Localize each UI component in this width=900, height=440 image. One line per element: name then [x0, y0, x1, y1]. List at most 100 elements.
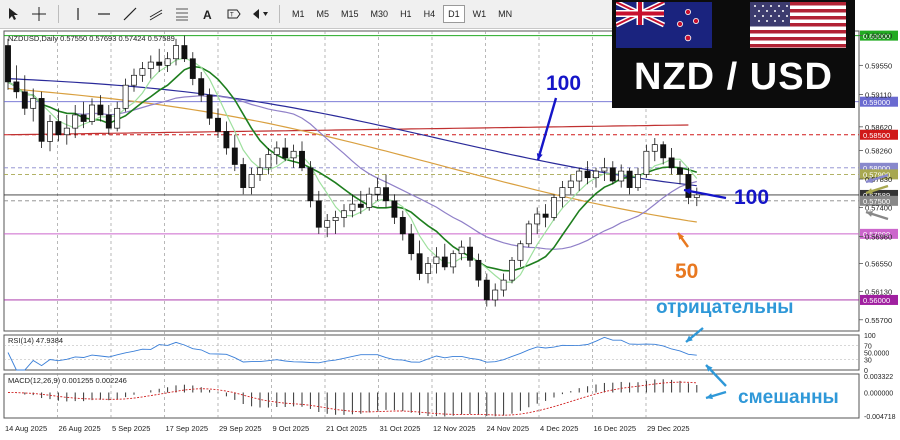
- candle-body[interactable]: [315, 200, 322, 228]
- candle-body[interactable]: [173, 45, 179, 60]
- candle-body[interactable]: [248, 174, 255, 188]
- candle-body[interactable]: [240, 164, 247, 188]
- candle-body[interactable]: [164, 58, 171, 66]
- text-icon[interactable]: A: [197, 3, 219, 25]
- candle-body[interactable]: [467, 246, 473, 261]
- candle-body[interactable]: [257, 167, 263, 175]
- candle-body[interactable]: [357, 203, 364, 208]
- timeframe-m1[interactable]: M1: [292, 9, 305, 19]
- fibonacci-icon[interactable]: [171, 3, 193, 25]
- candle-body[interactable]: [63, 127, 70, 136]
- candle-body[interactable]: [139, 68, 146, 76]
- arrow-shapes-icon[interactable]: [249, 3, 271, 25]
- candle-body[interactable]: [131, 74, 137, 86]
- candle-body[interactable]: [374, 187, 381, 195]
- candle-body[interactable]: [576, 170, 583, 182]
- candle-body[interactable]: [114, 107, 121, 129]
- candle-body[interactable]: [399, 216, 406, 235]
- candle-body[interactable]: [492, 289, 499, 301]
- timeframe-h4[interactable]: H4: [423, 9, 436, 19]
- candle-body[interactable]: [223, 131, 230, 149]
- candle-body[interactable]: [534, 213, 541, 225]
- candle-body[interactable]: [651, 144, 658, 152]
- candle-body[interactable]: [189, 58, 196, 79]
- label-icon[interactable]: T: [223, 3, 245, 25]
- timeframe-w1[interactable]: W1: [472, 9, 487, 19]
- candle-body[interactable]: [643, 150, 650, 175]
- candle-body[interactable]: [668, 157, 675, 169]
- candle-body[interactable]: [660, 144, 667, 159]
- candle-body[interactable]: [635, 174, 641, 188]
- candle-body[interactable]: [609, 167, 616, 182]
- candle-body[interactable]: [416, 253, 423, 274]
- candle-body[interactable]: [567, 180, 574, 188]
- candle-body[interactable]: [80, 114, 87, 122]
- candle-body[interactable]: [324, 220, 331, 228]
- candle-body[interactable]: [693, 194, 700, 198]
- candle-body[interactable]: [593, 170, 599, 179]
- candle-body[interactable]: [551, 197, 557, 218]
- candle-body[interactable]: [299, 150, 305, 169]
- candle-body[interactable]: [500, 279, 507, 291]
- candle-body[interactable]: [349, 203, 356, 212]
- candle-body[interactable]: [206, 94, 213, 119]
- candle-body[interactable]: [89, 104, 95, 122]
- candle-body[interactable]: [307, 167, 314, 202]
- timeframe-m5[interactable]: M5: [316, 9, 330, 19]
- candle-body[interactable]: [290, 150, 297, 159]
- candle-body[interactable]: [72, 114, 79, 129]
- candle-body[interactable]: [30, 98, 37, 109]
- candle-body[interactable]: [542, 213, 549, 218]
- candle-body[interactable]: [332, 216, 339, 221]
- candle-body[interactable]: [383, 187, 389, 202]
- candle-body[interactable]: [509, 259, 515, 281]
- candle-body[interactable]: [483, 279, 490, 301]
- candle-body[interactable]: [685, 174, 692, 198]
- candle-body[interactable]: [265, 154, 272, 169]
- candle-body[interactable]: [97, 104, 104, 116]
- candle-body[interactable]: [601, 167, 608, 172]
- candle-body[interactable]: [341, 210, 347, 218]
- candle-body[interactable]: [408, 233, 415, 255]
- horizontal-line-icon[interactable]: [93, 3, 115, 25]
- candle-body[interactable]: [215, 117, 221, 132]
- candle-body[interactable]: [433, 256, 440, 264]
- cursor-icon[interactable]: [2, 3, 24, 25]
- candle-body[interactable]: [475, 259, 482, 281]
- candle-body[interactable]: [38, 98, 45, 142]
- candle-body[interactable]: [198, 78, 205, 96]
- candle-body[interactable]: [231, 147, 238, 165]
- candle-body[interactable]: [458, 246, 465, 255]
- candle-body[interactable]: [677, 167, 683, 175]
- candle-body[interactable]: [147, 61, 154, 70]
- candle-body[interactable]: [425, 263, 431, 274]
- timeframe-h1[interactable]: H1: [400, 9, 412, 19]
- candle-body[interactable]: [47, 121, 53, 142]
- candle-body[interactable]: [559, 187, 566, 198]
- candle-body[interactable]: [450, 253, 457, 268]
- vertical-line-icon[interactable]: [67, 3, 89, 25]
- candle-body[interactable]: [282, 147, 289, 159]
- candle-body[interactable]: [441, 256, 448, 268]
- candle-body[interactable]: [626, 170, 633, 188]
- candle-body[interactable]: [517, 243, 524, 261]
- timeframe-m15[interactable]: M15: [341, 9, 359, 19]
- trend-line-icon[interactable]: [119, 3, 141, 25]
- candle-body[interactable]: [584, 170, 591, 179]
- candle-body[interactable]: [525, 223, 532, 245]
- candle-body[interactable]: [5, 45, 11, 83]
- timeframe-mn[interactable]: MN: [498, 9, 513, 19]
- candle-body[interactable]: [105, 114, 112, 129]
- crosshair-icon[interactable]: [28, 3, 50, 25]
- candle-body[interactable]: [391, 200, 398, 218]
- timeframe-d1[interactable]: D1: [443, 5, 465, 23]
- candle-body[interactable]: [13, 81, 20, 93]
- candle-body[interactable]: [181, 45, 188, 60]
- channel-icon[interactable]: [145, 3, 167, 25]
- candle-body[interactable]: [273, 147, 280, 155]
- candle-body[interactable]: [156, 61, 163, 66]
- candle-body[interactable]: [21, 91, 28, 109]
- timeframe-m30[interactable]: M30: [370, 9, 389, 19]
- candle-body[interactable]: [55, 121, 62, 136]
- candle-body[interactable]: [366, 193, 373, 208]
